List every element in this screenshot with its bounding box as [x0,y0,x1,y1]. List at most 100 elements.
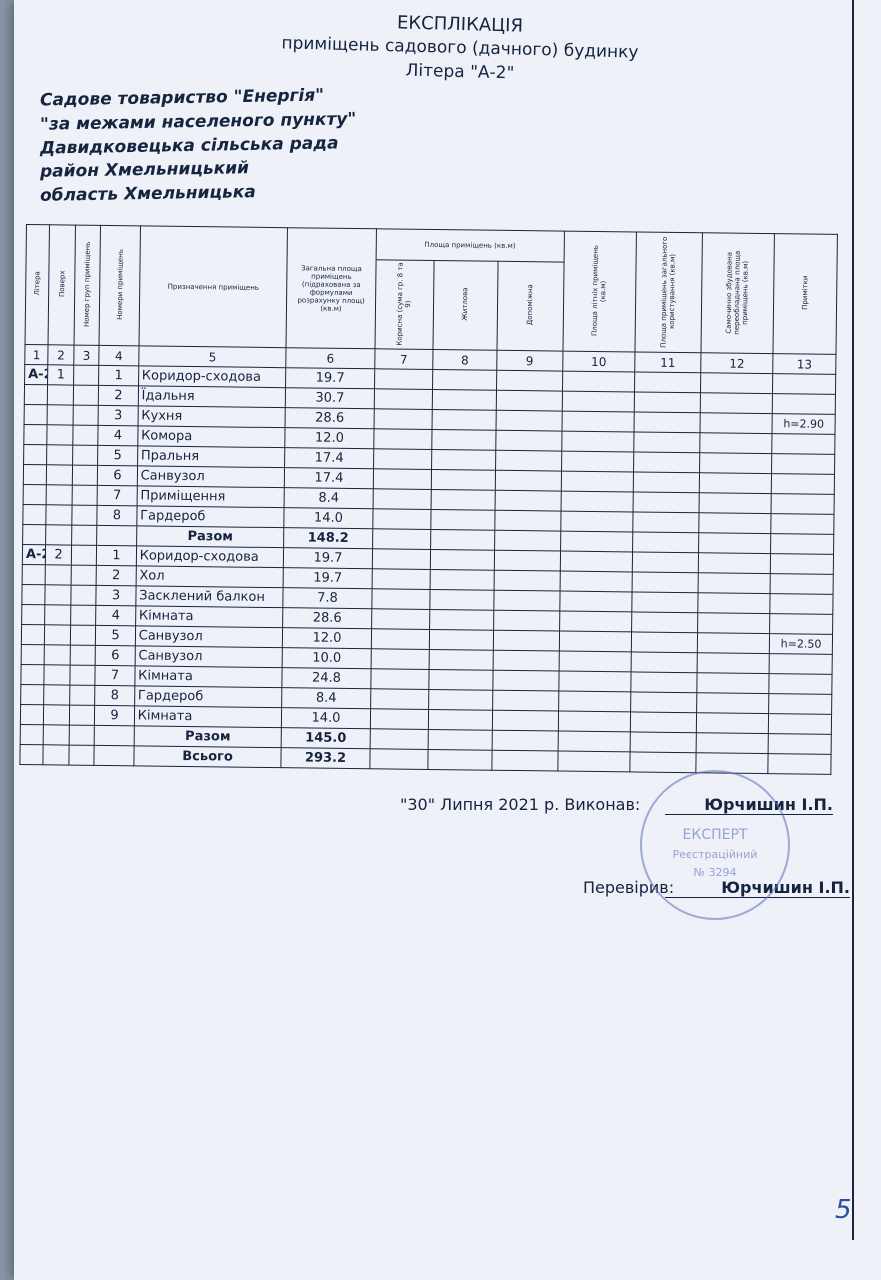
room-name-cell: Всього [133,745,282,768]
group-cell [72,405,99,426]
litera-cell [22,524,47,545]
note-cell [768,713,832,735]
area-cell: 12.0 [285,427,374,449]
empty-cell [495,450,562,472]
empty-cell [699,472,772,494]
empty-cell [700,392,773,414]
litera-cell [20,704,45,725]
empty-cell [429,589,494,611]
empty-cell [370,648,430,670]
empty-cell [432,409,497,431]
empty-cell [430,529,495,551]
empty-cell [370,688,429,710]
floor-cell [46,484,73,506]
room-name-cell: Коридор-сходова [136,545,284,568]
empty-cell [632,551,699,573]
empty-cell [429,629,494,651]
header-useful: Корисна (сума гр. 8 та 9) [374,259,435,350]
group-cell [71,525,98,546]
column-number: 9 [496,350,563,372]
header-group: Номер груп приміщень [73,225,101,346]
empty-cell [558,711,631,732]
room-name-cell: Комора [137,425,286,448]
header-room-no: Номери приміщень [99,225,141,346]
group-cell [71,545,97,566]
header-total-area: Загальна площа приміщень (підрахована за… [286,227,377,349]
room-name-cell: Пральня [137,445,286,468]
empty-cell [492,670,559,692]
empty-cell [696,732,769,754]
empty-cell [491,730,559,752]
empty-cell [559,631,632,652]
note-cell [770,573,834,595]
floor-cell [44,644,71,666]
empty-cell [631,591,698,613]
room-number-cell: 4 [95,605,136,626]
area-cell: 8.4 [282,687,371,709]
empty-cell [372,488,432,510]
note-cell [769,593,834,615]
floor-cell [43,744,70,766]
address-line: область Хмельницька [39,182,256,206]
room-number-cell [94,725,135,746]
note-cell [768,693,832,715]
page-number: 5 [835,1195,852,1225]
area-cell: 293.2 [281,747,370,769]
address-line: район Хмельницький [39,158,250,182]
group-cell [70,625,96,646]
empty-cell [557,731,631,752]
floor-cell [44,664,70,686]
area-cell: 28.6 [285,407,374,429]
empty-cell [371,588,431,610]
empty-cell [699,412,773,434]
empty-cell [561,471,634,492]
room-name-cell: Кімната [134,665,283,688]
room-number-cell: 5 [97,445,138,466]
empty-cell [371,608,430,630]
empty-cell [633,471,700,493]
litera-cell [22,564,46,585]
room-number-cell: 9 [94,705,135,726]
litera-cell [19,744,44,765]
empty-cell [632,511,699,533]
group-cell [72,445,99,466]
empty-cell [562,391,635,412]
area-cell: 24.8 [282,667,371,689]
page-frame [40,0,854,1240]
room-number-cell: 2 [98,385,139,406]
empty-cell [494,530,561,552]
empty-cell [369,728,429,750]
litera-cell [20,664,45,685]
group-cell [68,745,95,766]
floor-cell [44,684,70,706]
group-cell [72,425,99,446]
note-cell [771,433,835,455]
empty-cell [431,489,496,511]
empty-cell [492,710,559,732]
room-number-cell: 6 [95,645,136,666]
empty-cell [560,511,634,532]
column-number: 8 [432,349,497,371]
empty-cell [697,612,770,634]
header-summer: Площа літніх приміщень (кв.м) [562,231,637,352]
floor-cell [47,424,73,446]
group-cell [69,665,96,686]
column-number: 12 [700,352,774,374]
column-number: 10 [562,351,636,372]
litera-cell [21,644,45,665]
floor-cell [45,524,72,546]
empty-cell [427,749,492,771]
area-cell: 7.8 [283,587,372,609]
empty-cell [632,531,699,553]
empty-cell [428,669,493,691]
note-cell [771,493,835,515]
empty-cell [369,748,429,770]
empty-cell [432,369,497,391]
column-number: 2 [48,344,74,366]
litera-cell [21,604,46,625]
room-name-cell: Їдальня [137,385,286,408]
empty-cell [431,469,496,491]
litera-cell [23,424,48,445]
empty-cell [630,731,697,753]
empty-cell [430,509,495,531]
